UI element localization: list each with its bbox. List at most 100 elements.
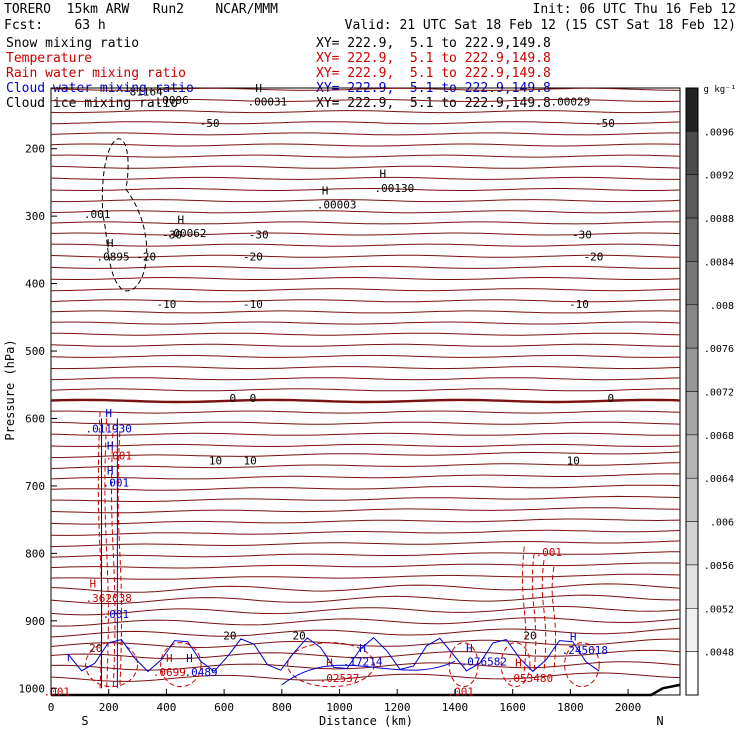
contour-label: .0699 [153, 666, 186, 679]
isotherm [50, 332, 681, 336]
isotherm [51, 410, 681, 414]
colorbar-label: .008 [710, 301, 734, 312]
valid-time: Valid: 21 UTC Sat 18 Feb 12 (15 CST Sat … [344, 18, 736, 33]
isotherm [50, 143, 681, 147]
isotherm [50, 473, 680, 480]
isotherm-label: 20 [523, 630, 536, 643]
rain-contour [117, 431, 123, 689]
cloud-water-contour [281, 660, 456, 686]
rain-contour [97, 411, 103, 689]
field-name: Temperature [6, 51, 93, 66]
colorbar-label: .0056 [704, 561, 734, 572]
isotherm-label: -20 [243, 251, 263, 264]
colorbar-label: .0048 [704, 648, 734, 659]
colorbar-label: .0068 [704, 431, 734, 442]
colorbar-frame [685, 87, 699, 696]
forecast-hour: Fcst: 63 h [4, 18, 106, 33]
contour-label: .00062 [167, 227, 207, 240]
isotherm [50, 310, 681, 314]
colorbar-swatch [685, 521, 699, 566]
isotherm [50, 132, 680, 136]
colorbar-swatch [686, 88, 698, 132]
contour-label: H [166, 652, 173, 665]
colorbar-label: .0096 [704, 127, 734, 138]
isotherm-label: 10 [209, 454, 222, 467]
contour-label: .00031 [248, 95, 288, 108]
contour-label: .17214 [343, 655, 383, 668]
isotherm [50, 443, 681, 448]
colorbar-label: .0072 [704, 388, 734, 399]
isotherm [50, 451, 681, 459]
isotherm [50, 343, 680, 347]
isotherm-label: -30 [572, 228, 592, 241]
isotherm [50, 176, 680, 180]
isotherm-label: 0 [250, 392, 257, 405]
contour-label: .053480 [507, 672, 553, 685]
x-tick-label: 2000 [615, 701, 642, 714]
rain-contour [531, 553, 537, 672]
isotherm-label: 20 [293, 630, 306, 643]
colorbar-swatch [685, 347, 699, 392]
isotherm [50, 518, 681, 525]
colorbar-label: .0092 [704, 171, 734, 182]
isotherm [50, 354, 681, 358]
contour-label: H [359, 642, 366, 655]
isotherm-label: -20 [584, 251, 604, 264]
contour-label: H [90, 578, 97, 591]
rain-contour [541, 560, 547, 672]
isotherm-label: 0 [229, 392, 236, 405]
isotherm [50, 594, 680, 604]
contour-label: .00029 [550, 95, 590, 108]
x-tick-label: 800 [272, 701, 292, 714]
isotherm [50, 365, 681, 370]
y-tick-label: 200 [25, 143, 45, 156]
contour-label: .0096 [156, 94, 189, 107]
isotherm [50, 299, 681, 303]
isotherm [51, 495, 681, 502]
colorbar-swatch [685, 651, 699, 696]
rain-contour [104, 418, 109, 689]
rain-contour [287, 642, 375, 688]
isotherm [50, 121, 681, 125]
isotherm [50, 165, 681, 169]
contour-label: H [107, 439, 114, 452]
isotherm [50, 188, 681, 191]
contour-label: H [178, 214, 185, 227]
isotherm [50, 232, 681, 236]
isotherm [50, 398, 681, 404]
isotherm-label: 0 [607, 392, 614, 405]
contour-label: .001 [106, 450, 133, 463]
contour-label: .001 [535, 546, 562, 559]
isotherm [50, 672, 681, 682]
contour-label: .0489 [184, 666, 217, 679]
isotherm [50, 276, 681, 280]
colorbar-label: .006 [710, 518, 734, 529]
contour-label: H [466, 642, 473, 655]
colorbar-swatch [685, 434, 699, 479]
colorbar-label: .0064 [704, 474, 734, 485]
isotherm [50, 154, 681, 158]
cloud-water-contour [100, 418, 118, 689]
field-name: Rain water mixing ratio [6, 66, 187, 81]
contour-label: H [322, 185, 329, 198]
north-label: N [656, 714, 663, 728]
contour-label: .011930 [86, 423, 132, 436]
colorbar-swatch [685, 608, 699, 652]
contour-label: H [379, 168, 386, 181]
isotherm [50, 221, 680, 225]
y-tick-label: 300 [25, 210, 45, 223]
field-xy: XY= 222.9, 5.1 to 222.9,149.8 [316, 51, 551, 66]
isotherm [51, 199, 681, 203]
contour-label: .362038 [86, 592, 132, 605]
y-tick-label: 800 [25, 547, 45, 560]
isotherm-label: 20 [223, 630, 236, 643]
rain-contour [500, 642, 531, 688]
isotherm-label: 10 [243, 454, 256, 467]
contour-label: H [107, 237, 114, 250]
y-tick-label: 900 [25, 615, 45, 628]
isotherm [50, 529, 681, 536]
y-tick-label: 600 [25, 412, 45, 425]
isotherm [50, 377, 681, 381]
isotherm [50, 484, 681, 491]
snow-contour [101, 138, 148, 292]
